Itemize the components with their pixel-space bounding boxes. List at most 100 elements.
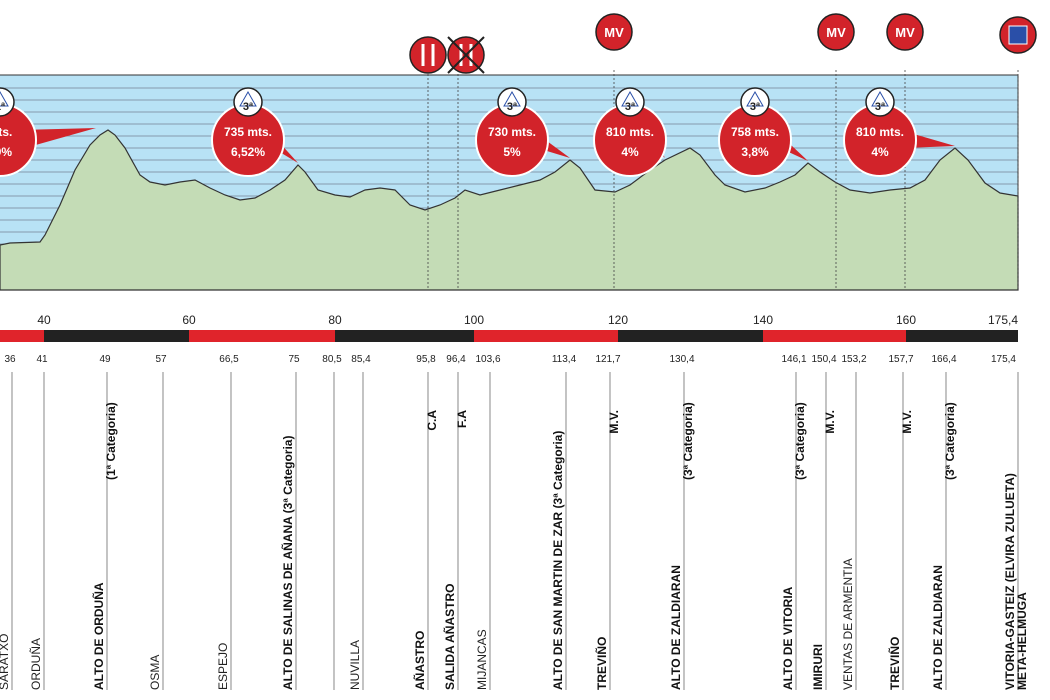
- mountain-icon: [621, 90, 639, 107]
- waypoint-name: IMIRURI: [811, 644, 825, 690]
- waypoint-name: SALIDA AÑASTRO: [442, 584, 457, 690]
- climb-altitude: 735 mts.: [224, 125, 272, 139]
- waypoint-name: ALTO DE ZALDIARAN: [931, 565, 945, 690]
- waypoint-km: 95,8: [416, 354, 436, 365]
- climb-category: 1ª: [0, 101, 6, 113]
- climb-badge: [0, 103, 37, 177]
- climb-altitude: mts.: [0, 125, 12, 139]
- km-bar: [474, 330, 618, 342]
- waypoint-km: 80,5: [322, 354, 342, 365]
- waypoint-note: (3ª Categoria): [943, 402, 957, 480]
- waypoint-note: F.A: [455, 410, 469, 428]
- waypoint-km: 36: [4, 354, 16, 365]
- mv-icon: [595, 13, 633, 51]
- waypoint-km: 85,4: [351, 354, 371, 365]
- climb-category: 3ª: [507, 101, 518, 113]
- waypoint-km: 96,4: [446, 354, 466, 365]
- km-label: 120: [608, 313, 628, 327]
- badge-pointer: [20, 128, 96, 148]
- climb-gradient: 29%: [0, 145, 12, 159]
- finish-flag: [1008, 25, 1028, 45]
- waypoint-note: M.V.: [900, 410, 914, 434]
- waypoint-note: M.V.: [607, 410, 621, 434]
- waypoint-km: 130,4: [669, 354, 694, 365]
- waypoint-km: 113,4: [552, 354, 577, 365]
- waypoint-name: OSMA: [148, 655, 162, 690]
- km-bar: [44, 330, 189, 342]
- climb-altitude: 810 mts.: [856, 125, 904, 139]
- waypoint-km: 75: [288, 354, 300, 365]
- waypoint-km: 153,2: [841, 354, 866, 365]
- cross: [447, 36, 485, 74]
- waypoint-name: ALTO DE VITORIA: [781, 586, 795, 690]
- category-icon: [0, 87, 15, 117]
- km-label: 80: [328, 313, 342, 327]
- km-bar: [335, 330, 474, 342]
- climb-altitude: 810 mts.: [606, 125, 654, 139]
- climb-category: 3ª: [750, 101, 761, 113]
- feed-icon: [409, 36, 447, 74]
- waypoint-name: TREVIÑO: [594, 637, 609, 690]
- waypoint-name: MIJANCAS: [475, 629, 489, 690]
- waypoint-name: ALTO DE SALINAS DE AÑANA (3ª Categoria): [280, 436, 295, 690]
- km-label: 140: [753, 313, 773, 327]
- waypoint-name: ALTO DE ZALDIARAN: [669, 565, 683, 690]
- waypoint-name: TREVIÑO: [887, 637, 902, 690]
- km-bar: [189, 330, 335, 342]
- climb-gradient: 3,8%: [741, 145, 769, 159]
- waypoint-km: 150,4: [811, 354, 836, 365]
- waypoint-note: M.V.: [823, 410, 837, 434]
- km-label: 60: [182, 313, 196, 327]
- waypoint-km: 121,7: [595, 354, 620, 365]
- waypoint-note: (3ª Categoria): [793, 402, 807, 480]
- mountain-icon: [871, 90, 889, 107]
- waypoint-km: 157,7: [888, 354, 913, 365]
- waypoint-name: ORDUÑA: [29, 638, 43, 690]
- waypoint-name: ESPEJO: [216, 643, 230, 690]
- mv-icon: [817, 13, 855, 51]
- mv-label: MV: [604, 25, 624, 40]
- waypoint-name: SARATXO: [0, 634, 11, 690]
- waypoint-km: 41: [36, 354, 48, 365]
- km-bar: [906, 330, 1018, 342]
- waypoint-name: NUVILLA: [348, 640, 362, 690]
- climb-category: 3ª: [875, 101, 886, 113]
- waypoint-km: 103,6: [475, 354, 500, 365]
- km-label: 175,4: [988, 313, 1018, 327]
- climb-gradient: 4%: [871, 145, 889, 159]
- climb-category: 3ª: [243, 101, 254, 113]
- waypoint-km: 146,1: [781, 354, 806, 365]
- climb-gradient: 6,52%: [231, 145, 265, 159]
- climb-gradient: 5%: [503, 145, 521, 159]
- climb-altitude: 730 mts.: [488, 125, 536, 139]
- mountain-icon: [239, 90, 257, 107]
- climb-gradient: 4%: [621, 145, 639, 159]
- km-bar: [763, 330, 906, 342]
- waypoint-note: META-HELMUGA: [1015, 592, 1029, 690]
- waypoint-note: (1ª Categoria): [104, 402, 118, 480]
- km-label: 40: [37, 313, 51, 327]
- waypoint-km: 57: [155, 354, 167, 365]
- mountain-icon: [0, 90, 9, 107]
- waypoint-name: VITORIA-GASTEIZ (ELVIRA ZULUETA): [1003, 473, 1017, 690]
- waypoint-name: VENTAS DE ARMENTIA: [841, 558, 855, 690]
- layer: MV MV MV 1ª mts. 29% 3ª 735 mts. 6,52% 3ª 730 mts.…: [0, 13, 1037, 690]
- km-bar: [618, 330, 763, 342]
- waypoint-km: 175,4: [991, 354, 1016, 365]
- mv-icon: [886, 13, 924, 51]
- mv-label: MV: [826, 25, 846, 40]
- km-bar: [0, 330, 44, 342]
- waypoint-km: 66,5: [219, 354, 239, 365]
- climb-category: 3ª: [625, 101, 636, 113]
- mv-label: MV: [895, 25, 915, 40]
- mountain-icon: [746, 90, 764, 107]
- waypoint-name: AÑASTRO: [412, 631, 427, 690]
- waypoint-km: 166,4: [931, 354, 956, 365]
- waypoint-note: (3ª Categoria): [681, 402, 695, 480]
- waypoint-name: ALTO DE SAN MARTIN DE ZAR (3ª Categoria): [551, 431, 565, 690]
- mountain-icon: [503, 90, 521, 107]
- waypoint-note: C.A: [425, 410, 439, 431]
- km-label: 100: [464, 313, 484, 327]
- waypoint-km: 49: [99, 354, 111, 365]
